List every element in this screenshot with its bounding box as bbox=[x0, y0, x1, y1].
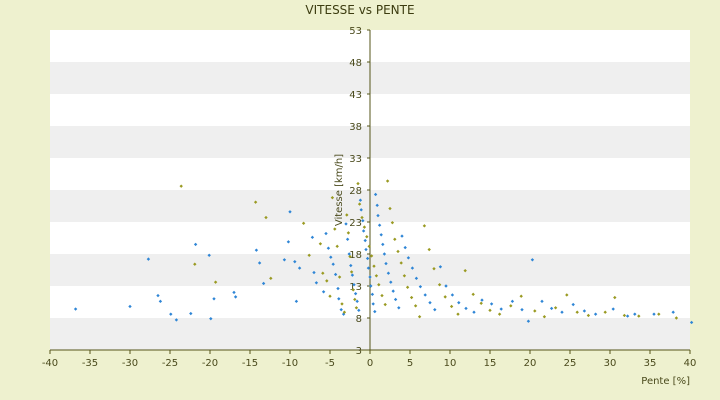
data-point-olive bbox=[179, 184, 183, 188]
data-point-blue bbox=[232, 290, 236, 295]
x-tick-label: 30 bbox=[604, 358, 617, 369]
x-tick-label: -10 bbox=[282, 358, 298, 369]
tick-labels: -40 -35 -30 -25 -20 -15 -10 -5 0 5 10 15 20 25 30 35 40 3… bbox=[42, 26, 697, 369]
axes bbox=[49, 29, 691, 354]
y-tick-label: 8 bbox=[356, 314, 362, 325]
data-point-blue bbox=[358, 198, 363, 202]
data-point-blue bbox=[611, 307, 615, 311]
data-point-olive bbox=[657, 312, 661, 316]
data-point-olive bbox=[318, 242, 323, 246]
data-point-olive bbox=[345, 213, 349, 217]
y-tick-label: 23 bbox=[349, 218, 362, 229]
data-point-olive bbox=[369, 254, 374, 258]
chart-title: VITESSE vs PENTE bbox=[305, 3, 414, 17]
y-tick-label: 48 bbox=[349, 58, 362, 69]
x-tick-label: 5 bbox=[407, 358, 413, 369]
data-point-blue bbox=[382, 252, 387, 256]
x-tick-label: -40 bbox=[42, 358, 58, 369]
data-point-blue bbox=[156, 293, 160, 298]
x-tick-label: -20 bbox=[202, 358, 218, 369]
data-point-blue bbox=[212, 297, 216, 301]
x-tick-label: 10 bbox=[444, 358, 457, 369]
x-tick-label: 35 bbox=[644, 358, 657, 369]
x-tick-label: 15 bbox=[484, 358, 497, 369]
data-point-olive bbox=[542, 315, 547, 319]
data-point-olive bbox=[365, 235, 369, 239]
data-point-blue bbox=[510, 299, 515, 304]
data-point-olive bbox=[622, 313, 627, 318]
data-point-olive bbox=[346, 231, 351, 235]
data-point-blue bbox=[233, 295, 238, 299]
data-point-olive bbox=[193, 262, 197, 266]
data-point-olive bbox=[213, 280, 218, 284]
x-tick-label: 0 bbox=[367, 358, 373, 369]
x-tick-label: -5 bbox=[325, 358, 335, 369]
data-point-olive bbox=[362, 225, 367, 229]
y-tick-label: 28 bbox=[349, 186, 362, 197]
data-point-blue bbox=[530, 258, 535, 262]
y-axis-label: Vitesse [km/h] bbox=[334, 154, 345, 226]
x-tick-label: 25 bbox=[564, 358, 577, 369]
data-point-blue bbox=[689, 320, 694, 325]
data-point-blue bbox=[381, 242, 385, 247]
y-tick-label: 18 bbox=[349, 250, 362, 261]
data-point-olive bbox=[586, 313, 591, 318]
data-point-blue bbox=[146, 257, 151, 261]
data-point-olive bbox=[333, 227, 337, 231]
data-point-blue bbox=[361, 219, 365, 223]
y-tick-label: 53 bbox=[349, 26, 362, 37]
data-point-blue bbox=[169, 312, 173, 316]
y-tick-label: 38 bbox=[349, 122, 362, 133]
data-point-blue bbox=[571, 302, 575, 307]
x-tick-label: -35 bbox=[82, 358, 98, 369]
data-point-olive bbox=[348, 254, 352, 259]
y-tick-label: 33 bbox=[349, 154, 362, 165]
data-point-blue bbox=[174, 318, 179, 322]
data-point-olive bbox=[674, 316, 679, 320]
y-tick-label: 43 bbox=[349, 90, 362, 101]
data-point-blue bbox=[652, 312, 656, 316]
y-tick-label: 13 bbox=[349, 282, 362, 293]
data-point-olive bbox=[390, 220, 395, 225]
data-point-blue bbox=[633, 312, 637, 316]
x-axis-label: Pente [%] bbox=[641, 376, 690, 387]
x-tick-label: 40 bbox=[684, 358, 697, 369]
data-point-blue bbox=[128, 304, 132, 309]
y-tick-label: 3 bbox=[356, 346, 362, 357]
data-point-olive bbox=[307, 253, 311, 257]
data-point-blue bbox=[326, 246, 331, 250]
data-point-blue bbox=[526, 319, 531, 323]
x-tick-label: 20 bbox=[524, 358, 537, 369]
data-point-blue bbox=[158, 299, 163, 304]
data-point-olive bbox=[330, 195, 335, 200]
x-tick-label: -30 bbox=[122, 358, 138, 369]
data-point-olive bbox=[393, 237, 397, 241]
data-point-olive bbox=[422, 224, 427, 228]
x-tick-label: -25 bbox=[162, 358, 178, 369]
x-tick-label: -15 bbox=[242, 358, 258, 369]
data-point-blue bbox=[310, 235, 315, 240]
data-point-blue bbox=[286, 240, 291, 244]
data-point-blue bbox=[209, 316, 213, 321]
data-point-blue bbox=[189, 311, 193, 316]
